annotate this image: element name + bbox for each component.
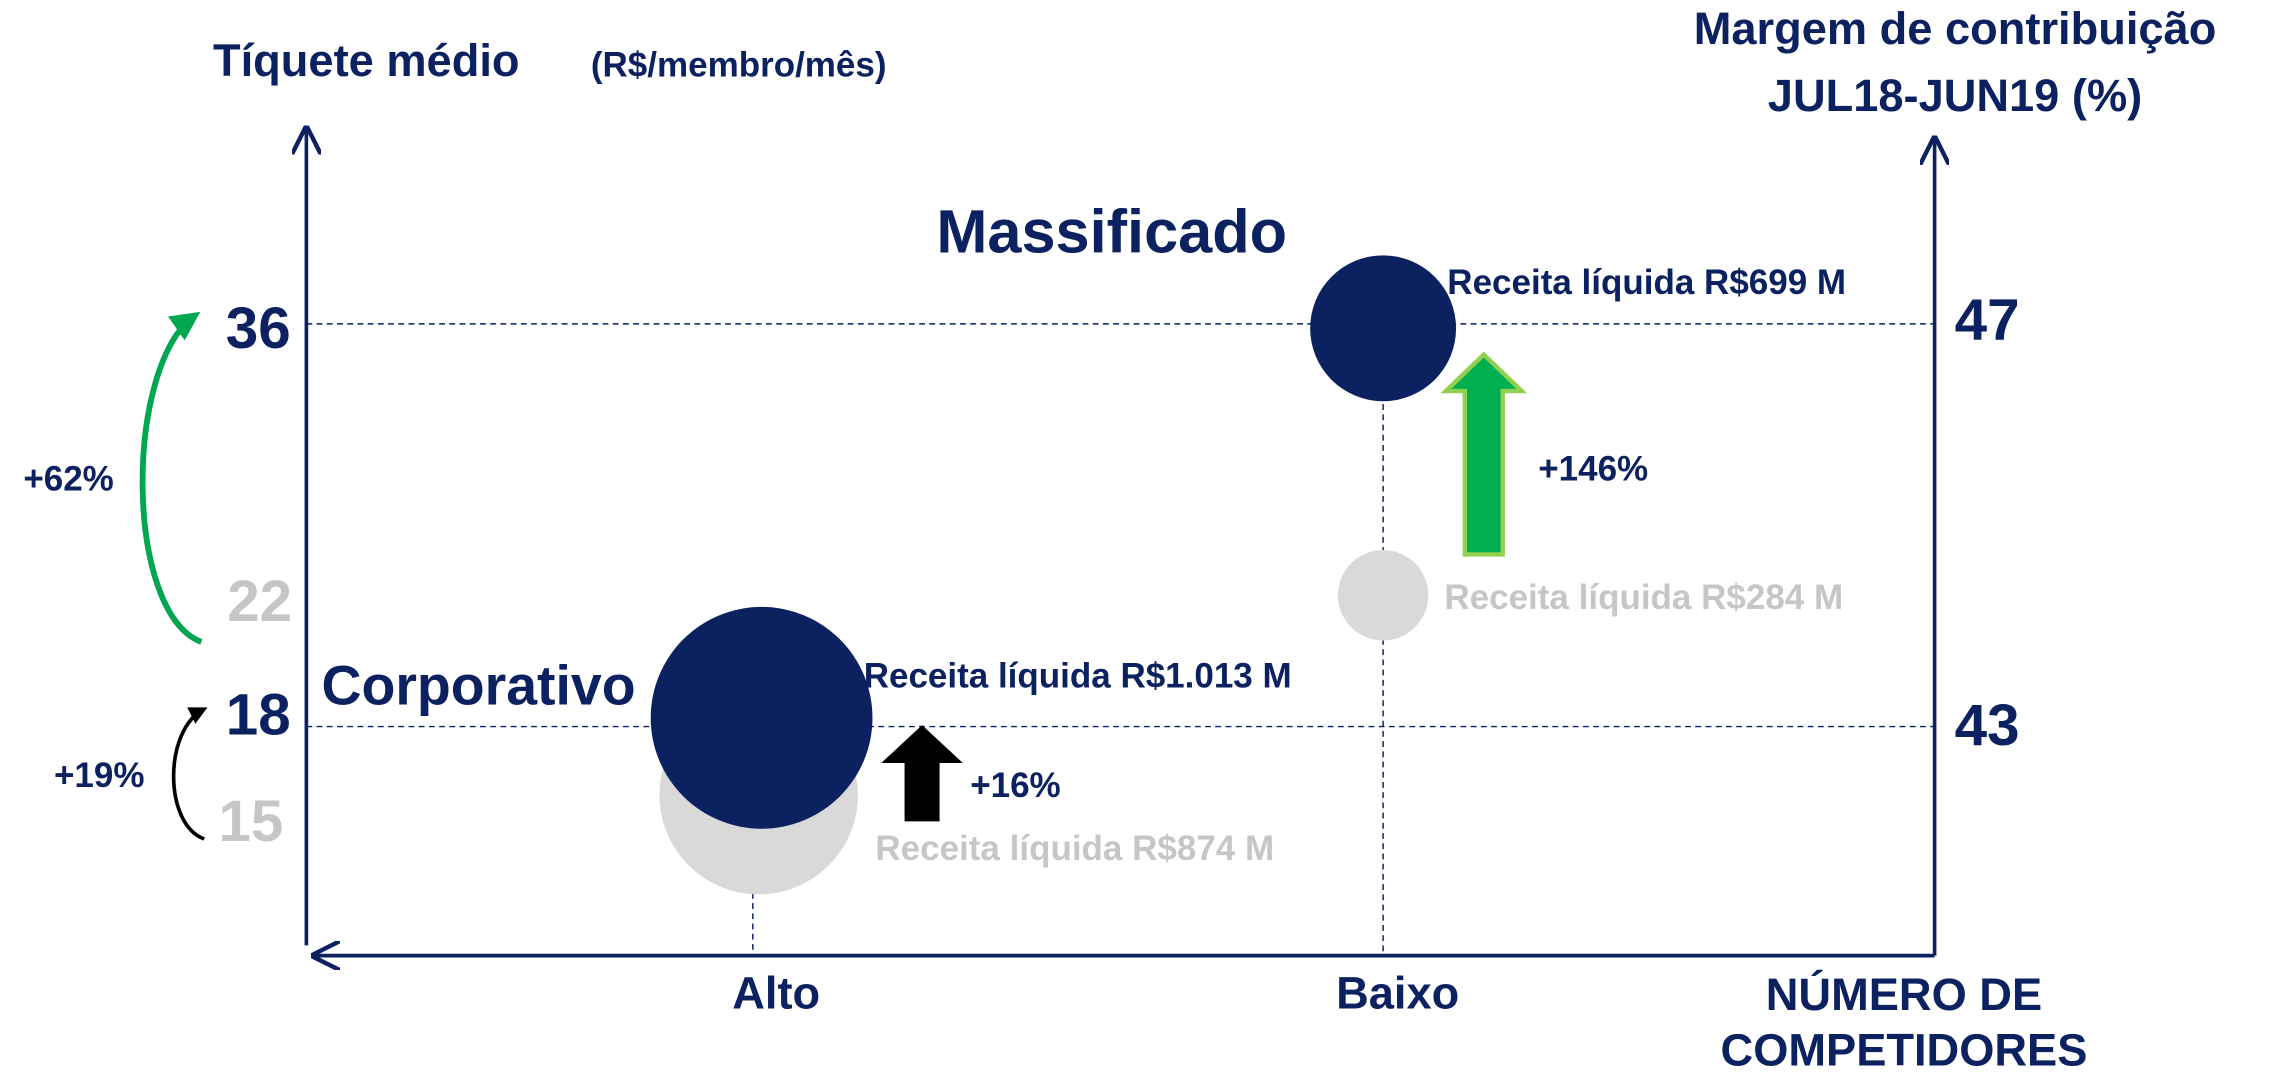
ticket-label: 18 — [226, 683, 291, 748]
change-arrow — [171, 707, 208, 841]
segment-name: Corporativo — [321, 655, 635, 717]
x-category: Baixo — [1336, 967, 1459, 1018]
margin-label: 47 — [1955, 287, 2020, 352]
ticket-label: 22 — [227, 569, 292, 634]
margin-label: 43 — [1955, 693, 2020, 758]
revenue-label: Receita líquida R$874 M — [875, 829, 1274, 868]
y-axis-unit: (R$/membro/mês) — [591, 45, 887, 84]
x-axis-title: NÚMERO DE — [1766, 969, 2042, 1020]
revenue-label: Receita líquida R$699 M — [1447, 263, 1846, 302]
segment-name: Massificado — [936, 198, 1287, 266]
revenue-change: +146% — [1538, 450, 1648, 489]
bubble-after — [1310, 255, 1457, 402]
y2-axis-title: JUL18-JUN19 (%) — [1768, 70, 2142, 121]
ticket-change: +19% — [54, 756, 145, 795]
ticket-label: 36 — [226, 296, 291, 361]
revenue-label: Receita líquida R$1.013 M — [864, 657, 1292, 696]
bubble-before — [1337, 550, 1429, 641]
growth-arrow — [881, 725, 963, 822]
change-arrow — [139, 311, 203, 645]
revenue-change: +16% — [970, 766, 1060, 805]
bubble-after — [650, 606, 873, 829]
growth-arrow — [1440, 351, 1528, 557]
ticket-label: 15 — [218, 789, 283, 854]
x-category: Alto — [732, 967, 820, 1018]
x-axis-title: COMPETIDORES — [1721, 1024, 2088, 1075]
y2-axis-title: Margem de contribuição — [1694, 3, 2217, 54]
y-axis-title: Tíquete médio — [213, 35, 520, 86]
revenue-label: Receita líquida R$284 M — [1444, 578, 1843, 617]
ticket-change: +62% — [23, 460, 114, 499]
